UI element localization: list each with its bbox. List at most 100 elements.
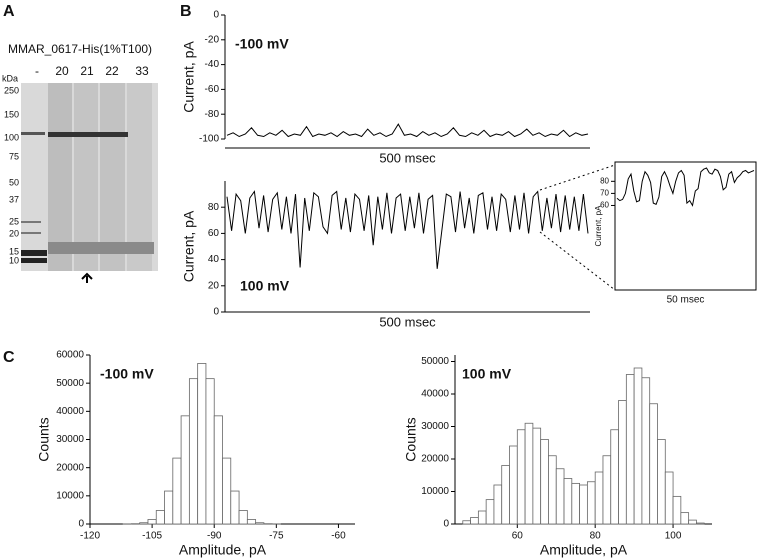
x-tick-label: 80 bbox=[590, 531, 602, 542]
y-axis-label: Counts bbox=[403, 417, 419, 461]
annotation: -100 mV bbox=[235, 36, 289, 52]
bar bbox=[696, 522, 705, 525]
bar bbox=[633, 367, 643, 525]
bar bbox=[524, 422, 534, 525]
y-tick-label: 60 bbox=[600, 201, 609, 210]
y-tick-label: 10000 bbox=[56, 490, 84, 501]
y-tick-label: 60 bbox=[208, 228, 220, 239]
x-tick-label: -60 bbox=[331, 531, 346, 542]
bar bbox=[649, 403, 658, 525]
y-tick-label: 40000 bbox=[421, 389, 449, 400]
bar bbox=[222, 457, 232, 525]
scale-bar-label: 500 msec bbox=[379, 150, 436, 165]
y-tick-label: 60000 bbox=[56, 350, 84, 361]
bar bbox=[255, 522, 265, 525]
bar bbox=[470, 517, 479, 525]
marker-label: 100 bbox=[4, 132, 19, 142]
bar bbox=[657, 439, 666, 525]
y-tick-label: 40000 bbox=[56, 406, 84, 417]
y-tick-label: 0 bbox=[78, 519, 84, 530]
inset-connector bbox=[539, 231, 616, 291]
bar bbox=[246, 519, 257, 525]
bar bbox=[164, 490, 174, 525]
bar bbox=[618, 400, 627, 525]
bar bbox=[238, 510, 248, 525]
x-tick-label: -105 bbox=[142, 531, 162, 542]
bar bbox=[548, 455, 557, 525]
y-tick-label: 0 bbox=[213, 10, 219, 21]
x-tick-label: 60 bbox=[512, 531, 524, 542]
y-tick-label: -80 bbox=[205, 109, 220, 120]
bar bbox=[688, 519, 697, 525]
inset-frame bbox=[614, 161, 757, 291]
bar bbox=[571, 482, 581, 525]
marker-label: 10 bbox=[9, 255, 19, 265]
bar bbox=[516, 429, 526, 525]
y-axis-label: Current, pA bbox=[181, 210, 197, 282]
panel-label: C bbox=[3, 349, 15, 366]
bar bbox=[147, 519, 157, 525]
lane-label: 21 bbox=[80, 64, 94, 78]
gel-title: MMAR_0617-His(1%T100) bbox=[8, 42, 152, 56]
bar bbox=[532, 427, 542, 525]
y-tick-label: 0 bbox=[443, 519, 449, 530]
annotation: -100 mV bbox=[100, 366, 154, 382]
bar bbox=[586, 481, 596, 525]
bar bbox=[139, 522, 149, 525]
y-tick-label: -40 bbox=[205, 59, 220, 70]
y-tick-label: -100 bbox=[199, 134, 219, 145]
y-tick-label: 30000 bbox=[421, 421, 449, 432]
x-axis-label: Amplitude, pA bbox=[179, 542, 267, 558]
bar bbox=[188, 378, 199, 525]
bar bbox=[680, 512, 690, 525]
y-tick-label: 30000 bbox=[56, 434, 84, 445]
y-tick-label: 50000 bbox=[56, 378, 84, 389]
marker-label: 37 bbox=[9, 194, 19, 204]
marker-label: 20 bbox=[9, 228, 19, 238]
bar bbox=[230, 490, 240, 525]
marker-label: 150 bbox=[4, 109, 19, 119]
bar bbox=[155, 510, 165, 525]
annotation: 100 mV bbox=[462, 366, 512, 382]
bar bbox=[205, 378, 215, 525]
lane-label: 33 bbox=[135, 64, 149, 78]
bar bbox=[641, 377, 651, 525]
x-tick-label: 100 bbox=[665, 531, 682, 542]
gel-image bbox=[21, 83, 158, 283]
bar bbox=[563, 478, 573, 525]
y-tick-label: 0 bbox=[213, 307, 219, 318]
bar bbox=[462, 520, 471, 525]
y-tick-label: 40 bbox=[208, 254, 220, 265]
y-axis-label: Current, pA bbox=[594, 205, 603, 247]
lane-label: 20 bbox=[55, 64, 69, 78]
bar bbox=[509, 445, 518, 525]
bar bbox=[180, 415, 190, 525]
marker-label: 50 bbox=[9, 177, 19, 187]
bar bbox=[493, 484, 503, 525]
lane-label: 22 bbox=[105, 64, 119, 78]
bar bbox=[172, 457, 182, 525]
panel-label: B bbox=[180, 3, 192, 20]
y-tick-label: 10000 bbox=[421, 486, 449, 497]
x-tick-label: -90 bbox=[207, 531, 222, 542]
trace bbox=[226, 190, 589, 269]
bar bbox=[672, 495, 682, 525]
bar bbox=[197, 363, 207, 525]
bar bbox=[555, 468, 565, 525]
bar bbox=[477, 510, 487, 525]
x-axis-label: Amplitude, pA bbox=[540, 542, 628, 558]
bar bbox=[213, 415, 223, 525]
y-tick-label: 20 bbox=[208, 280, 220, 291]
gel-unit: kDa bbox=[2, 73, 18, 83]
y-tick-label: 70 bbox=[600, 189, 609, 198]
bar bbox=[610, 429, 619, 525]
bar bbox=[664, 471, 674, 525]
panel-label: A bbox=[3, 3, 15, 20]
y-tick-label: 20000 bbox=[56, 462, 84, 473]
inset-connector bbox=[539, 164, 616, 191]
bar bbox=[625, 374, 635, 525]
scale-bar-label: 500 msec bbox=[379, 314, 436, 329]
y-tick-label: 20000 bbox=[421, 454, 449, 465]
trace bbox=[226, 123, 589, 138]
bar bbox=[485, 499, 495, 525]
